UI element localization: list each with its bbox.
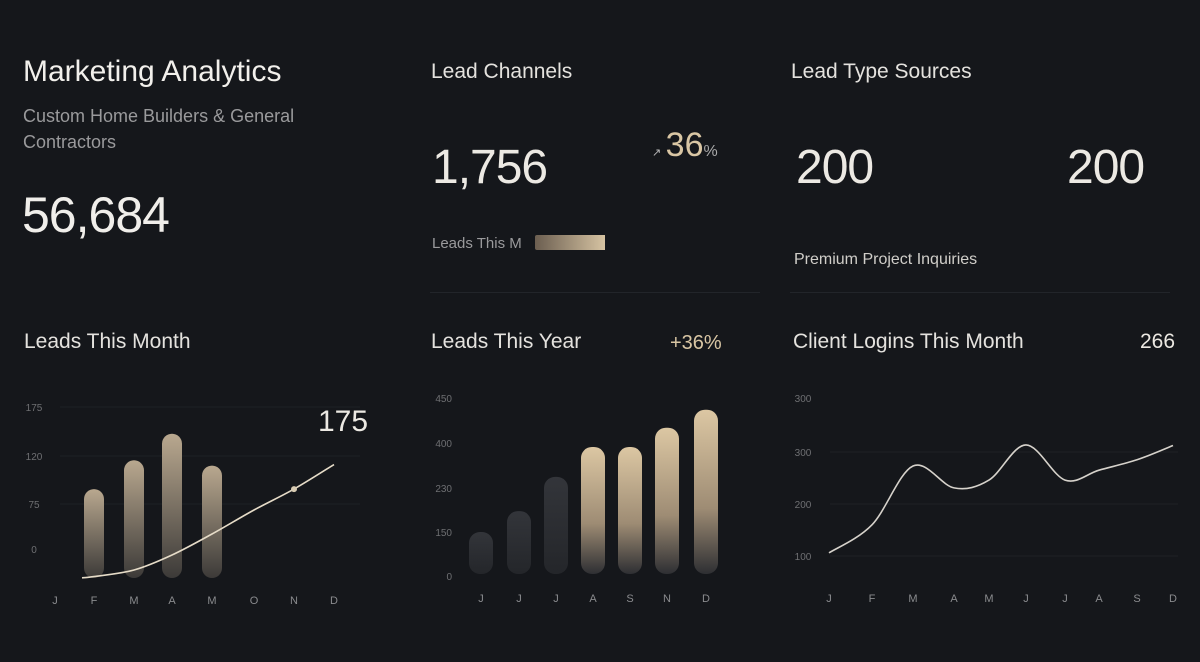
divider — [790, 292, 1170, 293]
x-tick-label: M — [207, 595, 216, 607]
bar — [544, 476, 568, 574]
bar — [507, 511, 531, 574]
x-tick-label: M — [984, 593, 993, 605]
y-tick-label: 100 — [795, 552, 812, 563]
lead-type-caption: Premium Project Inquiries — [794, 251, 978, 268]
total-leads-value: 56,684 — [22, 187, 170, 243]
x-tick-label: J — [516, 593, 522, 605]
bar — [202, 465, 222, 578]
progress-bar — [535, 235, 635, 250]
bar — [655, 427, 679, 574]
y-tick-label: 230 — [435, 484, 452, 495]
y-tick-label: 150 — [435, 528, 452, 539]
divider — [430, 292, 760, 293]
progress-fill — [535, 235, 605, 250]
bar — [162, 433, 182, 578]
chart1-title: Leads This Month — [24, 330, 191, 353]
x-tick-label: J — [1023, 593, 1029, 605]
x-tick-label: S — [626, 593, 633, 605]
logins-line — [828, 444, 1174, 554]
x-tick-label: D — [330, 595, 338, 607]
chart1-callout: 175 — [318, 405, 369, 438]
x-tick-label: S — [1133, 593, 1140, 605]
x-tick-label: A — [168, 595, 176, 607]
y-tick-label: 120 — [26, 452, 43, 463]
lead-channels-value: 1,756 — [432, 141, 548, 194]
x-tick-label: J — [1062, 593, 1068, 605]
y-tick-label: 300 — [795, 448, 812, 459]
lead-type-value-a: 200 — [796, 141, 874, 194]
x-tick-label: N — [663, 593, 671, 605]
x-tick-label: J — [826, 593, 832, 605]
x-tick-label: M — [908, 593, 917, 605]
trend-line — [81, 463, 335, 579]
chart3-callout: 266 — [1140, 330, 1176, 353]
y-tick-label: 300 — [795, 394, 812, 405]
bar — [618, 446, 642, 574]
x-tick-label: J — [478, 593, 484, 605]
arrow-up-icon: ↗ — [652, 147, 662, 159]
chart3-title: Client Logins This Month — [793, 330, 1024, 353]
chart2-change: +36% — [670, 332, 722, 354]
x-tick-label: A — [1095, 593, 1103, 605]
chart2-title: Leads This Year — [431, 330, 582, 353]
page-title: Marketing Analytics — [23, 55, 282, 88]
y-tick-label: 400 — [435, 439, 452, 450]
x-tick-label: J — [553, 593, 559, 605]
y-tick-label: 75 — [28, 500, 40, 511]
x-tick-label: F — [869, 593, 876, 605]
trend-point — [291, 486, 297, 493]
x-tick-label: A — [950, 593, 958, 605]
subtitle-line2: Contractors — [23, 132, 117, 152]
y-tick-label: 175 — [26, 403, 43, 414]
x-tick-label: N — [290, 595, 298, 607]
bar — [84, 489, 104, 578]
x-tick-label: M — [129, 595, 138, 607]
x-tick-label: J — [52, 595, 58, 607]
x-tick-label: D — [702, 593, 710, 605]
bar — [694, 409, 718, 574]
lead-channels-title: Lead Channels — [431, 60, 573, 83]
x-tick-label: D — [1169, 593, 1177, 605]
x-tick-label: O — [250, 595, 259, 607]
x-tick-label: A — [589, 593, 597, 605]
bar — [124, 460, 144, 578]
bar — [581, 446, 605, 574]
y-tick-label: 450 — [435, 394, 452, 405]
y-tick-label: 0 — [446, 572, 452, 583]
y-tick-label: 0 — [31, 545, 37, 556]
x-tick-label: F — [91, 595, 98, 607]
subtitle-line1: Custom Home Builders & General — [23, 106, 295, 126]
progress-label: Leads This M — [432, 235, 522, 252]
lead-type-title: Lead Type Sources — [791, 60, 972, 83]
y-tick-label: 200 — [795, 500, 812, 511]
lead-type-value-b: 200 — [1067, 141, 1145, 194]
bar — [469, 532, 493, 574]
lead-channels-change: ↗ 36% — [652, 126, 718, 164]
